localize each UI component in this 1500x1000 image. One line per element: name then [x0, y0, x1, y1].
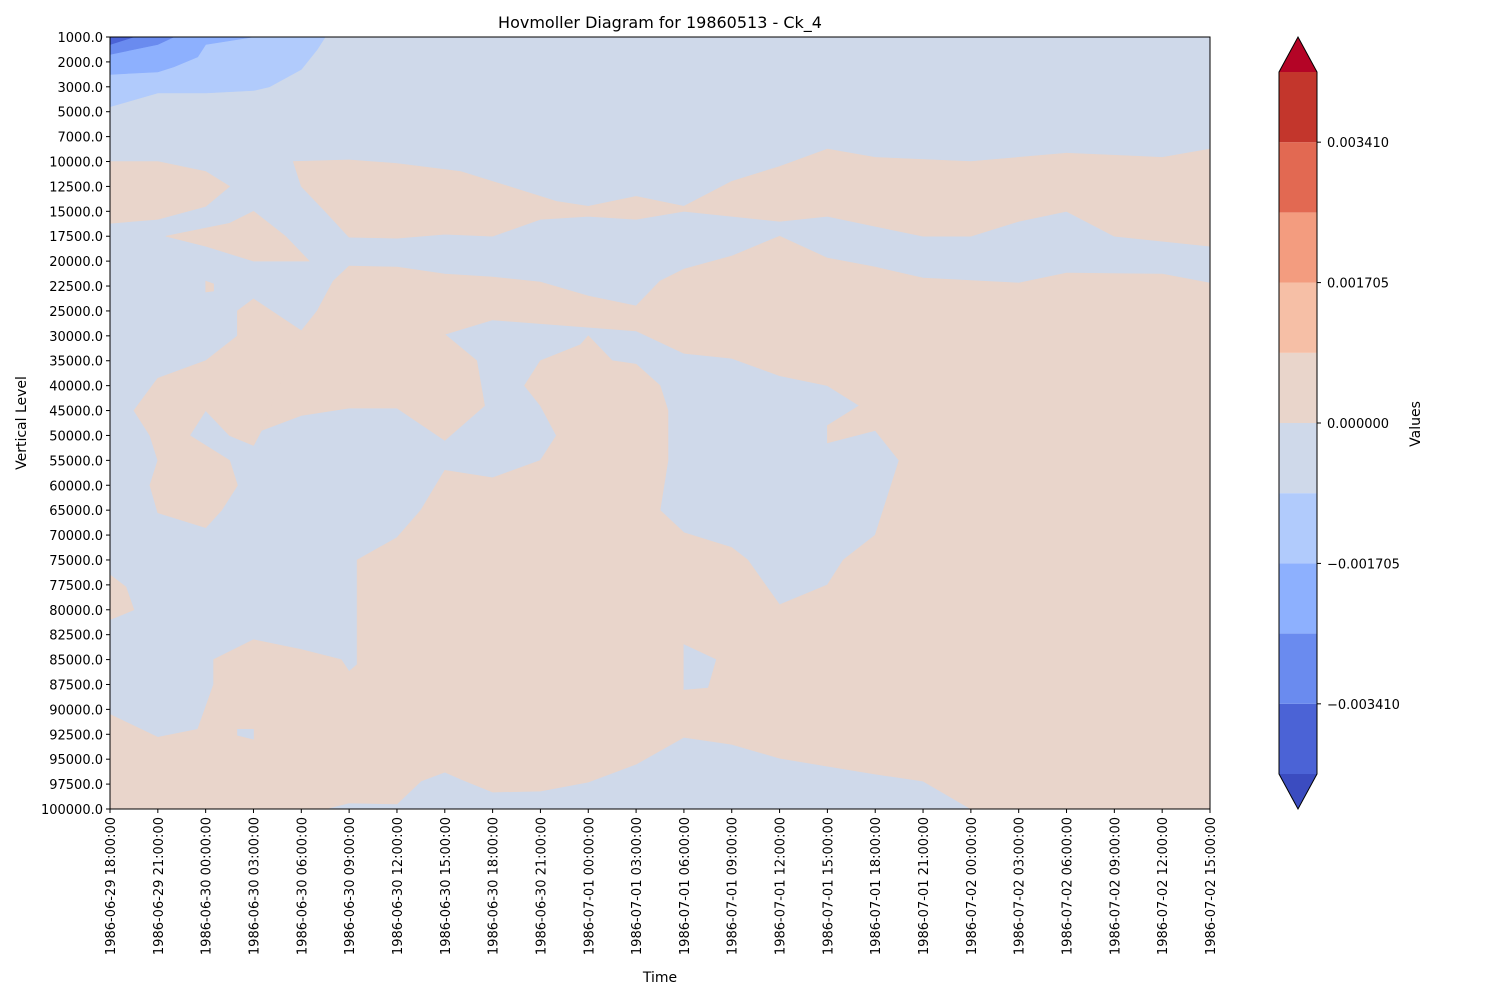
contour-region-positive [165, 210, 311, 262]
y-tick-label: 55000.0 [49, 454, 103, 469]
y-tick-label: 40000.0 [49, 380, 103, 395]
colorbar-tick-label: 0.000000 [1327, 417, 1389, 432]
y-tick-label: 100000.0 [41, 803, 103, 818]
y-tick-label: 60000.0 [49, 479, 103, 494]
colorbar-band [1279, 563, 1317, 634]
contour-region-positive [292, 148, 1210, 247]
colorbar-extend-min [1279, 774, 1317, 809]
contour-regions [110, 37, 1210, 809]
colorbar: 0.003410 0.001705 0.000000 −0.001705 −0.0034… [1278, 35, 1400, 811]
colorbar-tick-label: −0.001705 [1327, 557, 1400, 572]
x-tick-label: 1986-06-30 12:00:00 [391, 817, 406, 955]
colorbar-tick-label: −0.003410 [1327, 698, 1400, 713]
contour-region-positive [110, 235, 1210, 809]
y-tick-label: 22500.0 [49, 280, 103, 295]
x-tick-label: 1986-07-01 00:00:00 [582, 817, 597, 955]
colorbar-band [1279, 493, 1317, 564]
colorbar-band [1279, 352, 1317, 423]
x-tick-label: 1986-07-02 00:00:00 [965, 817, 980, 955]
colorbar-label: Values [1408, 401, 1424, 447]
contour-region-negative [237, 728, 254, 740]
y-axis-label: Vertical Level [14, 376, 30, 470]
y-tick-label: 30000.0 [49, 330, 103, 345]
contour-region-negative [110, 37, 134, 45]
y-tick-label: 85000.0 [49, 654, 103, 669]
colorbar-band [1279, 703, 1317, 774]
colorbar-band [1279, 423, 1317, 494]
x-tick-label: 1986-07-02 09:00:00 [1108, 817, 1123, 955]
x-tick-label: 1986-07-01 18:00:00 [869, 817, 884, 955]
colorbar-tick-label: 0.001705 [1327, 277, 1389, 292]
x-tick-label: 1986-07-02 03:00:00 [1013, 817, 1028, 955]
x-axis: 1986-06-29 18:00:00 1986-06-29 21:00:00 19… [104, 809, 1219, 955]
x-tick-label: 1986-07-01 21:00:00 [917, 817, 932, 955]
y-tick-label: 65000.0 [49, 504, 103, 519]
contour-region-positive [133, 298, 302, 528]
contour-region-positive [205, 280, 214, 293]
y-tick-label: 1000.0 [58, 31, 104, 46]
x-tick-label: 1986-06-30 21:00:00 [534, 817, 549, 955]
x-tick-label: 1986-06-30 09:00:00 [343, 817, 358, 955]
x-tick-label: 1986-06-30 18:00:00 [487, 817, 502, 955]
x-tick-label: 1986-06-30 00:00:00 [200, 817, 215, 955]
contour-region-positive [110, 574, 135, 621]
y-tick-label: 25000.0 [49, 305, 103, 320]
plot-frame [109, 36, 1211, 810]
y-tick-label: 92500.0 [49, 728, 103, 743]
x-tick-label: 1986-06-29 18:00:00 [104, 817, 119, 955]
x-tick-label: 1986-07-01 15:00:00 [821, 817, 836, 955]
colorbar-band [1279, 282, 1317, 353]
colorbar-extend-max [1279, 37, 1317, 72]
contour-region-positive [110, 161, 231, 224]
contour-region-negative [110, 37, 174, 55]
y-tick-label: 20000.0 [49, 255, 103, 270]
colorbar-band [1279, 142, 1317, 213]
y-tick-label: 35000.0 [49, 355, 103, 370]
colorbar-tick-label: 0.003410 [1327, 136, 1389, 151]
y-tick-label: 97500.0 [49, 778, 103, 793]
y-tick-label: 17500.0 [49, 230, 103, 245]
y-tick-label: 95000.0 [49, 753, 103, 768]
x-tick-label: 1986-06-29 21:00:00 [152, 817, 167, 955]
y-axis: 1000.0 2000.0 3000.0 5000.0 7000.0 10000.0 125… [41, 31, 110, 818]
y-tick-label: 3000.0 [58, 81, 104, 96]
x-tick-label: 1986-07-01 03:00:00 [630, 817, 645, 955]
y-tick-label: 2000.0 [58, 56, 104, 71]
y-tick-label: 10000.0 [49, 156, 103, 171]
x-axis-label: Time [642, 970, 677, 986]
x-tick-label: 1986-07-02 06:00:00 [1061, 817, 1076, 955]
y-tick-label: 5000.0 [58, 106, 104, 121]
y-tick-label: 45000.0 [49, 405, 103, 420]
y-tick-label: 90000.0 [49, 703, 103, 718]
x-tick-label: 1986-06-30 06:00:00 [295, 817, 310, 955]
colorbar-band [1279, 212, 1317, 283]
y-tick-label: 80000.0 [49, 604, 103, 619]
y-tick-label: 12500.0 [49, 180, 103, 195]
x-tick-label: 1986-07-01 12:00:00 [774, 817, 789, 955]
colorbar-outline [1278, 35, 1318, 811]
x-tick-label: 1986-07-02 12:00:00 [1156, 817, 1171, 955]
y-tick-label: 70000.0 [49, 529, 103, 544]
y-tick-label: 15000.0 [49, 205, 103, 220]
chart-title: Hovmoller Diagram for 19860513 - Ck_4 [498, 13, 822, 33]
x-tick-label: 1986-06-30 15:00:00 [439, 817, 454, 955]
y-tick-label: 50000.0 [49, 429, 103, 444]
y-tick-label: 77500.0 [49, 579, 103, 594]
x-tick-label: 1986-07-01 06:00:00 [678, 817, 693, 955]
colorbar-band [1279, 72, 1317, 143]
contour-region-negative [683, 644, 717, 690]
y-tick-label: 7000.0 [58, 131, 104, 146]
y-tick-label: 75000.0 [49, 554, 103, 569]
x-tick-label: 1986-06-30 03:00:00 [247, 817, 262, 955]
y-tick-label: 87500.0 [49, 678, 103, 693]
y-tick-label: 82500.0 [49, 629, 103, 644]
x-tick-label: 1986-07-02 15:00:00 [1204, 817, 1219, 955]
x-tick-label: 1986-07-01 09:00:00 [726, 817, 741, 955]
colorbar-band [1279, 633, 1317, 704]
